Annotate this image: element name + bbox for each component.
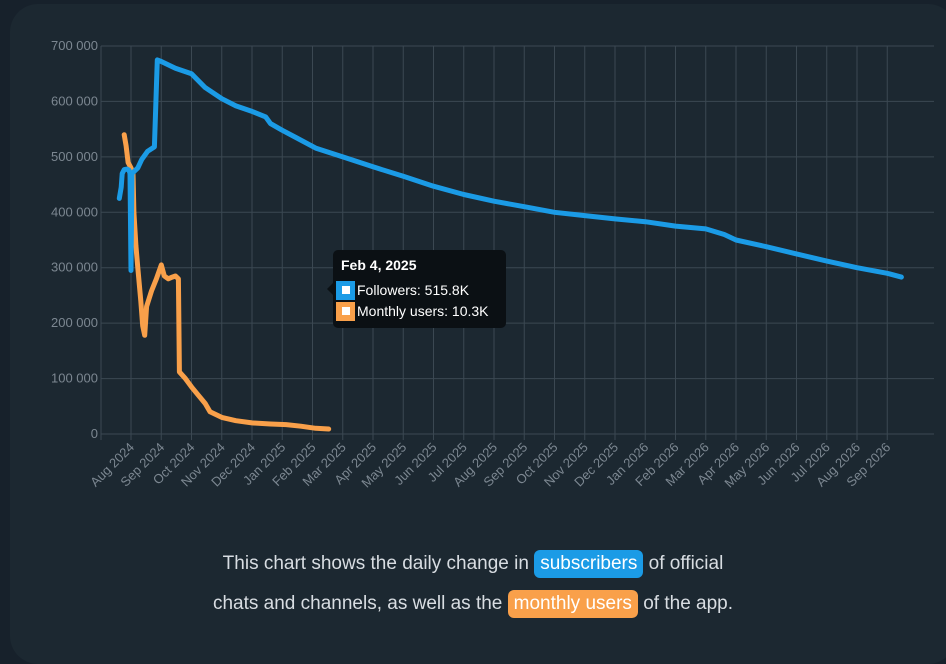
tooltip-row-monthly-users: Monthly users: 10.3K [336, 301, 489, 321]
y-tick-label: 200 000 [51, 315, 98, 330]
tooltip-caret [327, 283, 333, 295]
caption-line-2: chats and channels, as well as the month… [0, 590, 946, 618]
series-line-monthly-users [121, 132, 332, 432]
line-chart: 700 000 600 000 500 000 400 000 300 000 200 0… [51, 38, 934, 490]
tooltip-row-followers: Followers: 515.8K [336, 280, 469, 300]
y-tick-label: 600 000 [51, 93, 98, 108]
monthly-users-swatch [336, 301, 355, 321]
caption-line-1: This chart shows the daily change in sub… [0, 550, 946, 578]
caption-text: chats and channels, as well as the [212, 593, 503, 614]
tooltip-date: Feb 4, 2025 [341, 257, 417, 273]
tooltip-followers-text: Followers: 515.8K [357, 282, 470, 298]
caption-text: of the app. [643, 593, 734, 614]
monthly-users-pill: monthly users [507, 590, 638, 618]
chart-card [10, 4, 946, 664]
y-tick-label: 0 [91, 426, 98, 441]
subscribers-pill: subscribers [534, 550, 644, 578]
caption-text: of official [648, 553, 724, 574]
followers-swatch [336, 280, 355, 300]
y-tick-label: 400 000 [51, 204, 98, 219]
y-tick-label: 300 000 [51, 260, 98, 275]
y-tick-label: 100 000 [51, 371, 98, 386]
tooltip-monthly-users-text: Monthly users: 10.3K [357, 303, 489, 319]
series-line-followers [116, 57, 904, 280]
y-tick-label: 700 000 [51, 38, 98, 53]
chart-tooltip: Feb 4, 2025 Followers: 515.8K Monthly us… [327, 250, 506, 328]
y-tick-label: 500 000 [51, 149, 98, 164]
caption-text: This chart shows the daily change in [222, 553, 529, 574]
